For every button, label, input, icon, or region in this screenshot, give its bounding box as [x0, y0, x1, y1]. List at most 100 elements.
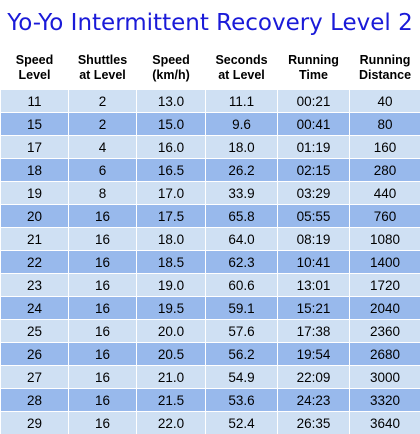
shuttles-cell: 16 — [69, 228, 137, 251]
col-header-running-distance: Running Distance — [350, 47, 420, 90]
running-time-cell: 05:55 — [278, 205, 350, 228]
speed-level-cell: 18 — [1, 159, 69, 182]
speed-level-cell: 15 — [1, 113, 69, 136]
header-line2: Distance — [359, 68, 411, 82]
speed-level-cell: 24 — [1, 297, 69, 320]
running-distance-cell: 40 — [350, 90, 420, 113]
running-distance-cell: 1080 — [350, 228, 420, 251]
header-line2: (km/h) — [152, 68, 190, 82]
header-line2: Level — [19, 68, 51, 82]
speed-level-cell: 20 — [1, 205, 69, 228]
table-row: 29 16 22.0 52.4 26:35 3640 — [1, 412, 420, 434]
running-time-cell: 13:01 — [278, 274, 350, 297]
header-line2: at Level — [218, 68, 265, 82]
seconds-cell: 59.1 — [206, 297, 278, 320]
table-body: 11 2 13.0 11.1 00:21 40 15 2 15.0 9.6 00:41 80 17 4 16… — [1, 90, 420, 434]
speed-level-cell: 19 — [1, 182, 69, 205]
running-time-cell: 03:29 — [278, 182, 350, 205]
shuttles-cell: 16 — [69, 274, 137, 297]
speed-kmh-cell: 19.0 — [137, 274, 206, 297]
speed-kmh-cell: 17.5 — [137, 205, 206, 228]
running-time-cell: 08:19 — [278, 228, 350, 251]
table-row: 19 8 17.0 33.9 03:29 440 — [1, 182, 420, 205]
shuttles-cell: 16 — [69, 320, 137, 343]
running-distance-cell: 160 — [350, 136, 420, 159]
speed-kmh-cell: 16.0 — [137, 136, 206, 159]
shuttles-cell: 16 — [69, 366, 137, 389]
results-table: Speed Level Shuttles at Level Speed (km/h) … — [0, 46, 420, 434]
seconds-cell: 18.0 — [206, 136, 278, 159]
speed-kmh-cell: 16.5 — [137, 159, 206, 182]
speed-level-cell: 27 — [1, 366, 69, 389]
running-time-cell: 15:21 — [278, 297, 350, 320]
speed-kmh-cell: 17.0 — [137, 182, 206, 205]
running-distance-cell: 2040 — [350, 297, 420, 320]
shuttles-cell: 2 — [69, 90, 137, 113]
running-time-cell: 22:09 — [278, 366, 350, 389]
running-time-cell: 00:41 — [278, 113, 350, 136]
running-time-cell: 10:41 — [278, 251, 350, 274]
running-time-cell: 24:23 — [278, 389, 350, 412]
seconds-cell: 56.2 — [206, 343, 278, 366]
seconds-cell: 60.6 — [206, 274, 278, 297]
table-row: 15 2 15.0 9.6 00:41 80 — [1, 113, 420, 136]
seconds-cell: 64.0 — [206, 228, 278, 251]
page-title: Yo-Yo Intermittent Recovery Level 2 — [0, 0, 420, 46]
table-row: 24 16 19.5 59.1 15:21 2040 — [1, 297, 420, 320]
running-distance-cell: 1400 — [350, 251, 420, 274]
speed-level-cell: 23 — [1, 274, 69, 297]
speed-kmh-cell: 20.0 — [137, 320, 206, 343]
shuttles-cell: 6 — [69, 159, 137, 182]
seconds-cell: 9.6 — [206, 113, 278, 136]
col-header-speed-kmh: Speed (km/h) — [137, 47, 206, 90]
running-distance-cell: 3640 — [350, 412, 420, 434]
running-distance-cell: 440 — [350, 182, 420, 205]
shuttles-cell: 2 — [69, 113, 137, 136]
running-distance-cell: 80 — [350, 113, 420, 136]
seconds-cell: 62.3 — [206, 251, 278, 274]
header-line1: Speed — [16, 53, 54, 67]
table-row: 27 16 21.0 54.9 22:09 3000 — [1, 366, 420, 389]
speed-level-cell: 17 — [1, 136, 69, 159]
shuttles-cell: 16 — [69, 412, 137, 434]
header-line1: Speed — [152, 53, 190, 67]
running-time-cell: 01:19 — [278, 136, 350, 159]
seconds-cell: 52.4 — [206, 412, 278, 434]
running-time-cell: 17:38 — [278, 320, 350, 343]
seconds-cell: 33.9 — [206, 182, 278, 205]
speed-level-cell: 29 — [1, 412, 69, 434]
running-distance-cell: 3000 — [350, 366, 420, 389]
header-line2: at Level — [79, 68, 126, 82]
running-distance-cell: 760 — [350, 205, 420, 228]
speed-kmh-cell: 19.5 — [137, 297, 206, 320]
table-row: 21 16 18.0 64.0 08:19 1080 — [1, 228, 420, 251]
seconds-cell: 54.9 — [206, 366, 278, 389]
running-time-cell: 00:21 — [278, 90, 350, 113]
seconds-cell: 26.2 — [206, 159, 278, 182]
col-header-running-time: Running Time — [278, 47, 350, 90]
table-row: 18 6 16.5 26.2 02:15 280 — [1, 159, 420, 182]
speed-kmh-cell: 18.5 — [137, 251, 206, 274]
running-time-cell: 19:54 — [278, 343, 350, 366]
seconds-cell: 65.8 — [206, 205, 278, 228]
col-header-speed-level: Speed Level — [1, 47, 69, 90]
header-line1: Running — [360, 53, 411, 67]
speed-kmh-cell: 21.0 — [137, 366, 206, 389]
running-time-cell: 02:15 — [278, 159, 350, 182]
speed-kmh-cell: 18.0 — [137, 228, 206, 251]
header-line1: Running — [288, 53, 339, 67]
speed-kmh-cell: 13.0 — [137, 90, 206, 113]
running-time-cell: 26:35 — [278, 412, 350, 434]
table-row: 28 16 21.5 53.6 24:23 3320 — [1, 389, 420, 412]
seconds-cell: 11.1 — [206, 90, 278, 113]
seconds-cell: 53.6 — [206, 389, 278, 412]
table-row: 20 16 17.5 65.8 05:55 760 — [1, 205, 420, 228]
speed-level-cell: 22 — [1, 251, 69, 274]
speed-level-cell: 25 — [1, 320, 69, 343]
col-header-seconds-at-level: Seconds at Level — [206, 47, 278, 90]
table-row: 23 16 19.0 60.6 13:01 1720 — [1, 274, 420, 297]
header-line1: Seconds — [215, 53, 267, 67]
running-distance-cell: 3320 — [350, 389, 420, 412]
shuttles-cell: 16 — [69, 343, 137, 366]
